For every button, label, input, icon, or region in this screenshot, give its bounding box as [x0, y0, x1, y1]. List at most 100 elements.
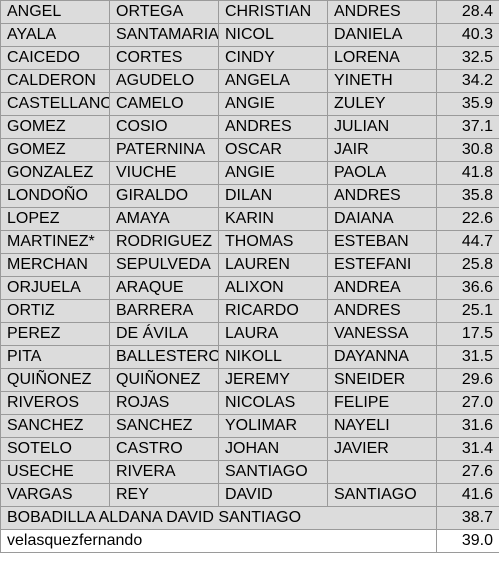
cell-last-name-1[interactable]: MERCHAN: [0, 253, 110, 277]
cell-last-name-1[interactable]: GOMEZ: [0, 138, 110, 162]
cell-first-name-1[interactable]: ALIXON: [218, 276, 328, 300]
cell-first-name-1[interactable]: ANGELA: [218, 69, 328, 93]
cell-last-name-1[interactable]: PITA: [0, 345, 110, 369]
cell-score[interactable]: 30.8: [436, 138, 499, 162]
cell-first-name-1[interactable]: SANTIAGO: [218, 460, 328, 484]
cell-score[interactable]: 25.8: [436, 253, 499, 277]
cell-first-name-2[interactable]: JAVIER: [327, 437, 437, 461]
cell-first-name-1[interactable]: RICARDO: [218, 299, 328, 323]
cell-last-name-1[interactable]: GONZALEZ: [0, 161, 110, 185]
cell-first-name-1[interactable]: CINDY: [218, 46, 328, 70]
cell-last-name-2[interactable]: PATERNINA: [109, 138, 219, 162]
cell-first-name-2[interactable]: ANDRES: [327, 0, 437, 24]
cell-score[interactable]: 27.6: [436, 460, 499, 484]
cell-first-name-2[interactable]: JAIR: [327, 138, 437, 162]
cell-score[interactable]: 28.4: [436, 0, 499, 24]
cell-score[interactable]: 35.9: [436, 92, 499, 116]
cell-first-name-1[interactable]: CHRISTIAN: [218, 0, 328, 24]
cell-first-name-1[interactable]: ANDRES: [218, 115, 328, 139]
cell-last-name-2[interactable]: COSIO: [109, 115, 219, 139]
cell-score[interactable]: 22.6: [436, 207, 499, 231]
cell-score[interactable]: 17.5: [436, 322, 499, 346]
cell-first-name-2[interactable]: FELIPE: [327, 391, 437, 415]
cell-full-name[interactable]: BOBADILLA ALDANA DAVID SANTIAGO: [0, 506, 437, 530]
cell-first-name-2[interactable]: YINETH: [327, 69, 437, 93]
cell-score[interactable]: 27.0: [436, 391, 499, 415]
cell-last-name-2[interactable]: DE ÁVILA: [109, 322, 219, 346]
cell-score[interactable]: 29.6: [436, 368, 499, 392]
cell-first-name-2[interactable]: SNEIDER: [327, 368, 437, 392]
cell-score[interactable]: 32.5: [436, 46, 499, 70]
cell-last-name-1[interactable]: ORJUELA: [0, 276, 110, 300]
cell-first-name-2[interactable]: DANIELA: [327, 23, 437, 47]
cell-score[interactable]: 38.7: [436, 506, 499, 530]
cell-first-name-1[interactable]: LAURA: [218, 322, 328, 346]
cell-last-name-2[interactable]: GIRALDO: [109, 184, 219, 208]
cell-last-name-1[interactable]: LOPEZ: [0, 207, 110, 231]
cell-first-name-1[interactable]: ANGIE: [218, 161, 328, 185]
cell-score[interactable]: 44.7: [436, 230, 499, 254]
cell-last-name-1[interactable]: RIVEROS: [0, 391, 110, 415]
cell-last-name-1[interactable]: QUIÑONEZ: [0, 368, 110, 392]
cell-first-name-2[interactable]: ZULEY: [327, 92, 437, 116]
cell-last-name-2[interactable]: REY: [109, 483, 219, 507]
cell-last-name-2[interactable]: CORTES: [109, 46, 219, 70]
cell-score[interactable]: 41.6: [436, 483, 499, 507]
cell-last-name-2[interactable]: BARRERA: [109, 299, 219, 323]
cell-first-name-1[interactable]: DILAN: [218, 184, 328, 208]
cell-first-name-2[interactable]: ANDREA: [327, 276, 437, 300]
cell-last-name-2[interactable]: BALLESTEROS: [109, 345, 219, 369]
cell-last-name-2[interactable]: QUIÑONEZ: [109, 368, 219, 392]
cell-first-name-1[interactable]: LAUREN: [218, 253, 328, 277]
cell-first-name-2[interactable]: LORENA: [327, 46, 437, 70]
cell-first-name-2[interactable]: NAYELI: [327, 414, 437, 438]
cell-last-name-1[interactable]: LONDOÑO: [0, 184, 110, 208]
cell-first-name-1[interactable]: ANGIE: [218, 92, 328, 116]
cell-score[interactable]: 31.5: [436, 345, 499, 369]
cell-score[interactable]: 34.2: [436, 69, 499, 93]
cell-first-name-1[interactable]: OSCAR: [218, 138, 328, 162]
cell-last-name-1[interactable]: USECHE: [0, 460, 110, 484]
cell-score[interactable]: 40.3: [436, 23, 499, 47]
cell-first-name-2[interactable]: PAOLA: [327, 161, 437, 185]
cell-first-name-2[interactable]: ANDRES: [327, 184, 437, 208]
cell-last-name-2[interactable]: CAMELO: [109, 92, 219, 116]
cell-score[interactable]: 31.4: [436, 437, 499, 461]
cell-first-name-2[interactable]: DAYANNA: [327, 345, 437, 369]
cell-last-name-2[interactable]: ROJAS: [109, 391, 219, 415]
cell-last-name-2[interactable]: SANTAMARIA: [109, 23, 219, 47]
cell-first-name-1[interactable]: JEREMY: [218, 368, 328, 392]
cell-first-name-2[interactable]: JULIAN: [327, 115, 437, 139]
cell-first-name-2[interactable]: SANTIAGO: [327, 483, 437, 507]
cell-last-name-2[interactable]: CASTRO: [109, 437, 219, 461]
cell-score[interactable]: 36.6: [436, 276, 499, 300]
cell-first-name-1[interactable]: NICOLAS: [218, 391, 328, 415]
cell-first-name-2[interactable]: ESTEFANI: [327, 253, 437, 277]
cell-last-name-1[interactable]: MARTINEZ*: [0, 230, 110, 254]
cell-last-name-2[interactable]: RODRIGUEZ: [109, 230, 219, 254]
cell-first-name-1[interactable]: NICOL: [218, 23, 328, 47]
cell-first-name-1[interactable]: JOHAN: [218, 437, 328, 461]
cell-last-name-2[interactable]: ORTEGA: [109, 0, 219, 24]
cell-first-name-1[interactable]: NIKOLL: [218, 345, 328, 369]
cell-score[interactable]: 37.1: [436, 115, 499, 139]
cell-last-name-1[interactable]: PEREZ: [0, 322, 110, 346]
cell-last-name-1[interactable]: CALDERON: [0, 69, 110, 93]
cell-score[interactable]: 25.1: [436, 299, 499, 323]
cell-last-name-1[interactable]: GOMEZ: [0, 115, 110, 139]
cell-score[interactable]: 39.0: [436, 529, 499, 553]
cell-last-name-2[interactable]: AMAYA: [109, 207, 219, 231]
cell-first-name-1[interactable]: DAVID: [218, 483, 328, 507]
cell-last-name-2[interactable]: SANCHEZ: [109, 414, 219, 438]
cell-last-name-2[interactable]: ARAQUE: [109, 276, 219, 300]
cell-first-name-2[interactable]: [327, 460, 437, 484]
cell-first-name-1[interactable]: YOLIMAR: [218, 414, 328, 438]
cell-last-name-1[interactable]: VARGAS: [0, 483, 110, 507]
cell-first-name-2[interactable]: ANDRES: [327, 299, 437, 323]
cell-score[interactable]: 41.8: [436, 161, 499, 185]
cell-last-name-1[interactable]: ORTIZ: [0, 299, 110, 323]
cell-score[interactable]: 35.8: [436, 184, 499, 208]
cell-last-name-1[interactable]: ANGEL: [0, 0, 110, 24]
cell-full-name[interactable]: velasquezfernando: [0, 529, 437, 553]
cell-first-name-2[interactable]: ESTEBAN: [327, 230, 437, 254]
